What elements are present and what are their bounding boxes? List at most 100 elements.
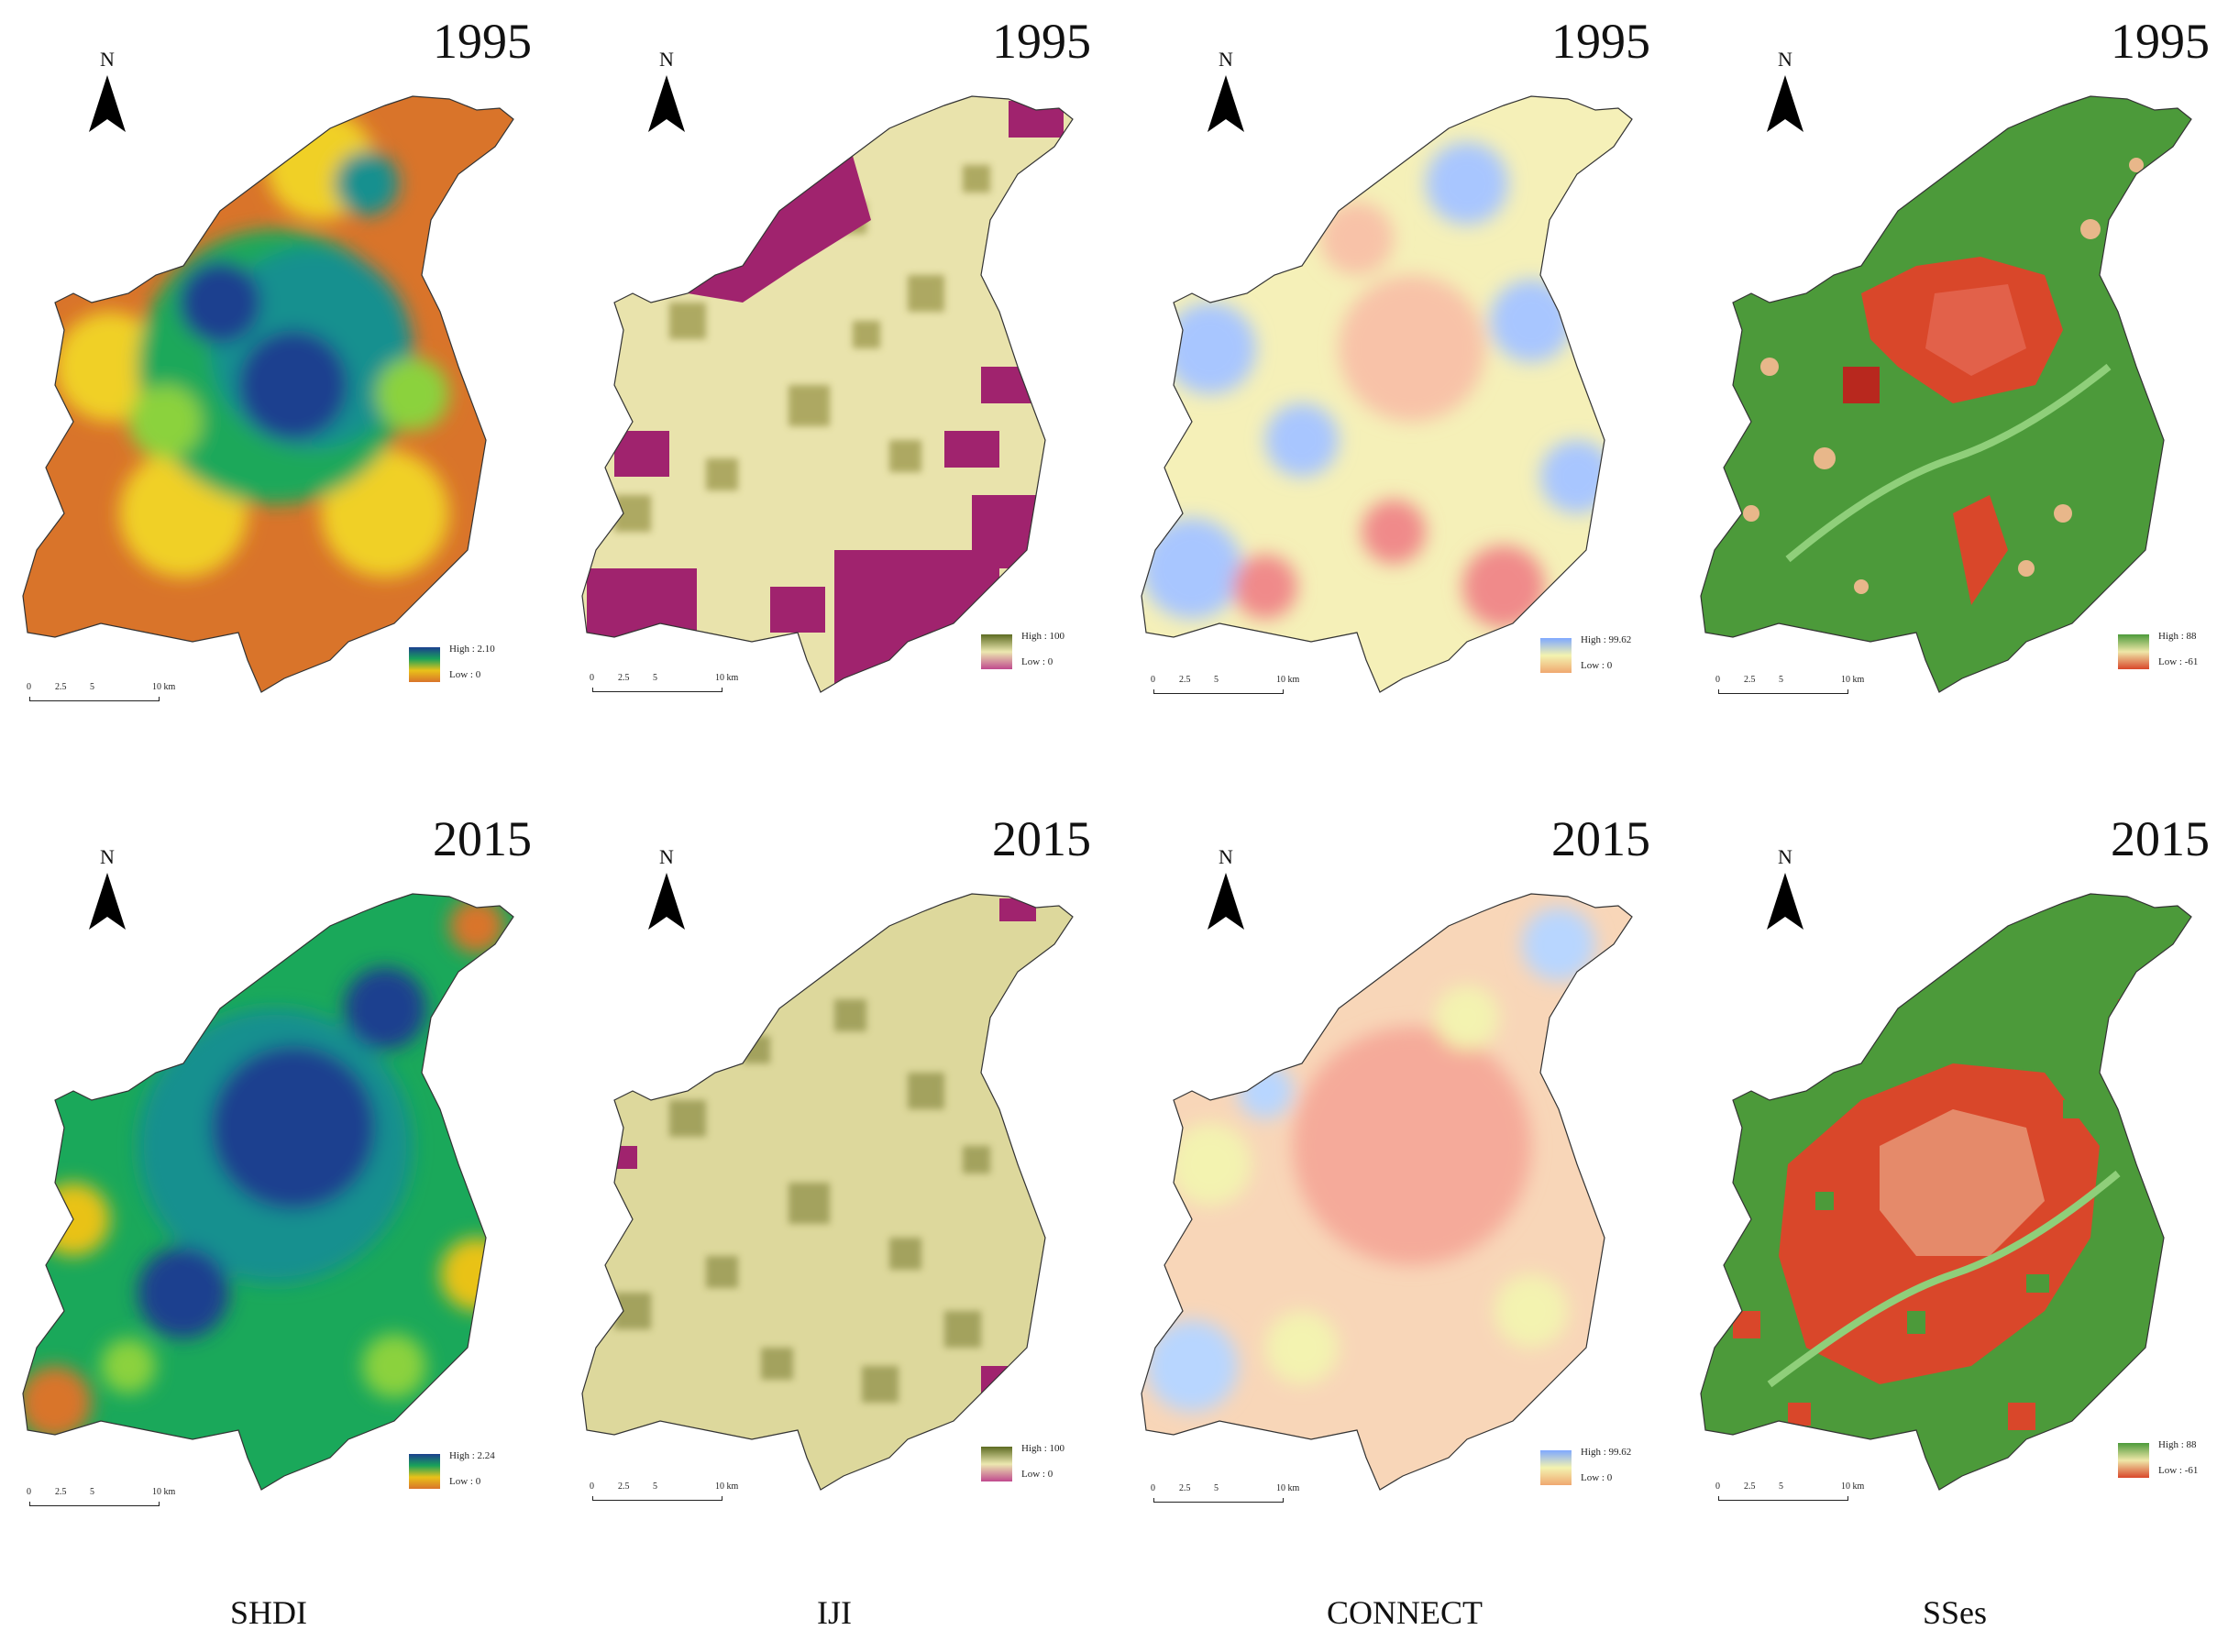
map-panel-sses-1995: 1995 N High : 88 Low : -61 0 2.5 5 10 km	[1678, 0, 2237, 770]
year-label: 1995	[992, 14, 1091, 69]
map-panel-connect-2015: 2015 N High : 99.62 Low : 0 0 2.5 5 10 k…	[1119, 798, 1678, 1568]
iji-1995-map	[581, 95, 1074, 693]
map-panel-shdi-1995: 1995 N High : 2.10 Low : 0 0 2.5 5 10 km	[0, 0, 559, 770]
scale-label-2-5: 2.5	[1744, 675, 1756, 685]
scale-line	[1153, 1498, 1284, 1503]
legend-high: High : 88	[2158, 631, 2197, 642]
north-arrow-icon	[648, 75, 685, 132]
year-label: 2015	[992, 811, 1091, 866]
scale-label-0: 0	[1715, 675, 1720, 685]
north-label: N	[1778, 48, 1792, 71]
legend-swatch	[409, 647, 440, 682]
north-arrow-icon	[1767, 873, 1803, 930]
scale-label-0: 0	[590, 673, 594, 683]
column-label-shdi: SHDI	[229, 1594, 307, 1631]
legend-low: Low : 0	[1581, 660, 1613, 671]
scale-label-5: 5	[90, 682, 94, 692]
connect-1995-map	[1141, 95, 1633, 693]
scale-line	[592, 1496, 722, 1501]
scale-label-2-5: 2.5	[618, 1481, 630, 1492]
north-arrow: N	[1203, 48, 1249, 149]
year-label: 2015	[433, 811, 532, 866]
legend-high: High : 2.10	[449, 644, 495, 655]
scale-line	[1718, 689, 1848, 694]
legend-low: Low : 0	[1581, 1472, 1613, 1483]
legend-swatch	[409, 1454, 440, 1489]
north-arrow: N	[644, 48, 689, 149]
scale-label-5: 5	[1779, 675, 1783, 685]
year-label: 1995	[2111, 14, 2210, 69]
north-arrow-icon	[89, 75, 126, 132]
scale-label-0: 0	[590, 1481, 594, 1492]
north-label: N	[659, 845, 674, 868]
column-label-connect: CONNECT	[1327, 1594, 1483, 1631]
legend-swatch	[2118, 1443, 2149, 1478]
north-label: N	[100, 48, 115, 71]
north-arrow-icon	[89, 873, 126, 930]
scale-label-10: 10 km	[715, 1481, 739, 1492]
scale-label-0: 0	[27, 1487, 31, 1497]
legend-low: Low : 0	[1021, 1469, 1053, 1480]
scale-line	[1718, 1496, 1848, 1501]
legend-swatch	[1540, 1450, 1572, 1485]
scale-label-5: 5	[1214, 1483, 1219, 1493]
scale-label-5: 5	[1779, 1481, 1783, 1492]
map-panel-iji-2015: 2015 N High : 100 Low : 0 0 2.5 5 10 km	[559, 798, 1119, 1568]
column-label-sses: SSes	[1922, 1594, 1988, 1631]
legend-high: High : 2.24	[449, 1450, 495, 1461]
legend-high: High : 88	[2158, 1439, 2197, 1450]
north-arrow-icon	[1767, 75, 1803, 132]
legend-swatch	[981, 1447, 1012, 1481]
legend-high: High : 100	[1021, 1443, 1065, 1454]
north-label: N	[1219, 845, 1233, 868]
legend-low: Low : -61	[2158, 656, 2199, 667]
connect-2015-map	[1141, 893, 1633, 1491]
north-arrow: N	[1762, 845, 1808, 946]
north-arrow-icon	[1208, 873, 1244, 930]
map-panel-shdi-2015: 2015 N High : 2.24 Low : 0 0 2.5 5 10 km	[0, 798, 559, 1568]
legend-low: Low : 0	[449, 669, 481, 680]
legend-high: High : 99.62	[1581, 634, 1632, 645]
legend-low: Low : 0	[449, 1476, 481, 1487]
scale-line	[29, 1502, 160, 1506]
scale-label-10: 10 km	[152, 1487, 176, 1497]
scale-line	[1153, 689, 1284, 694]
scale-label-10: 10 km	[1276, 1483, 1300, 1493]
north-label: N	[1778, 845, 1792, 868]
scale-label-5: 5	[653, 1481, 657, 1492]
scale-label-10: 10 km	[1841, 675, 1865, 685]
legend-swatch	[1540, 638, 1572, 673]
scale-label-0: 0	[27, 682, 31, 692]
scale-label-2-5: 2.5	[1179, 675, 1191, 685]
scale-label-5: 5	[90, 1487, 94, 1497]
north-arrow: N	[84, 845, 130, 946]
north-arrow: N	[1203, 845, 1249, 946]
legend-swatch	[2118, 634, 2149, 669]
north-arrow-icon	[1208, 75, 1244, 132]
scale-label-0: 0	[1151, 675, 1155, 685]
scale-label-10: 10 km	[1841, 1481, 1865, 1492]
sses-2015-map	[1700, 893, 2192, 1491]
legend-high: High : 100	[1021, 631, 1065, 642]
legend-low: Low : -61	[2158, 1465, 2199, 1476]
scale-label-5: 5	[653, 673, 657, 683]
scale-label-2-5: 2.5	[618, 673, 630, 683]
scale-label-2-5: 2.5	[55, 682, 67, 692]
sses-1995-map	[1700, 95, 2192, 693]
north-arrow-icon	[648, 873, 685, 930]
year-label: 1995	[1551, 14, 1650, 69]
scale-line	[592, 688, 722, 692]
north-label: N	[659, 48, 674, 71]
scale-label-2-5: 2.5	[55, 1487, 67, 1497]
north-arrow: N	[84, 48, 130, 149]
shdi-2015-map	[22, 893, 514, 1491]
scale-label-5: 5	[1214, 675, 1219, 685]
year-label: 2015	[2111, 811, 2210, 866]
legend-swatch	[981, 634, 1012, 669]
year-label: 1995	[433, 14, 532, 69]
map-panel-connect-1995: 1995 N High : 99.62 Low : 0 0 2.5 5 10 k…	[1119, 0, 1678, 770]
north-label: N	[1219, 48, 1233, 71]
shdi-1995-map	[22, 95, 514, 693]
column-label-iji: IJI	[817, 1594, 852, 1631]
map-panel-iji-1995: 1995 N High : 100 Low : 0 0 2.5 5 10 km	[559, 0, 1119, 770]
